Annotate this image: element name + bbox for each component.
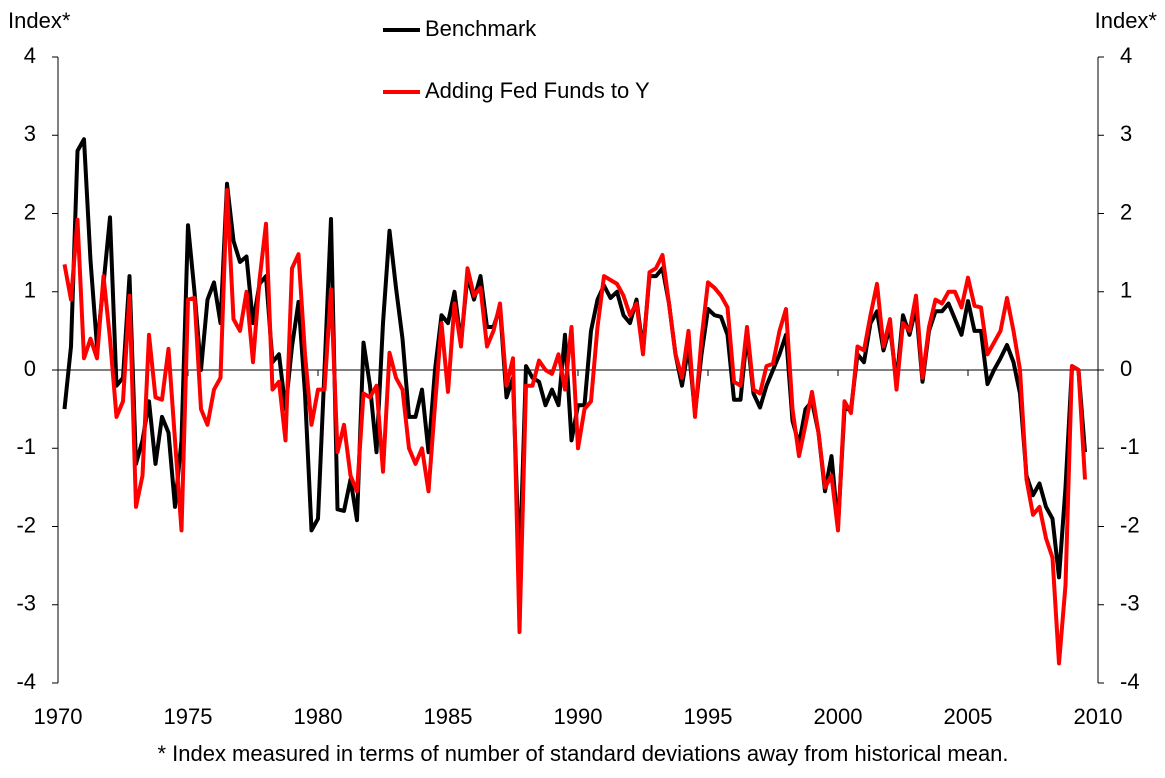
y2-tick-label: -2 (1120, 512, 1140, 537)
y2-tick-label: 3 (1120, 121, 1132, 146)
x-tick-label: 1995 (684, 704, 733, 729)
x-tick-label: 1970 (34, 704, 83, 729)
y2-tick-label: 4 (1120, 43, 1132, 68)
y-tick-label: -1 (16, 434, 36, 459)
x-tick-label: 1990 (554, 704, 603, 729)
y-tick-label: -4 (16, 669, 36, 694)
y2-tick-label: 0 (1120, 356, 1132, 381)
legend-label: Adding Fed Funds to Y (425, 78, 650, 103)
x-tick-label: 2000 (814, 704, 863, 729)
y-tick-label: 2 (24, 199, 36, 224)
y2-tick-label: -4 (1120, 669, 1140, 694)
y2-tick-label: 1 (1120, 278, 1132, 303)
y2-tick-label: -3 (1120, 591, 1140, 616)
x-tick-label: 1980 (294, 704, 343, 729)
y2-axis-label: Index* (1095, 8, 1158, 33)
y-tick-label: 4 (24, 43, 36, 68)
y2-tick-label: -1 (1120, 434, 1140, 459)
y-tick-label: 3 (24, 121, 36, 146)
x-tick-label: 2010 (1074, 704, 1123, 729)
x-tick-label: 1975 (164, 704, 213, 729)
x-tick-label: 2005 (944, 704, 993, 729)
y-tick-label: -3 (16, 591, 36, 616)
y-tick-label: 0 (24, 356, 36, 381)
series-line (62, 188, 1087, 666)
legend-label: Benchmark (425, 16, 537, 41)
x-tick-label: 1985 (424, 704, 473, 729)
y-tick-label: 1 (24, 278, 36, 303)
y2-tick-label: 2 (1120, 199, 1132, 224)
y-tick-label: -2 (16, 512, 36, 537)
annotation: * Index measured in terms of number of s… (157, 741, 1008, 766)
y-axis-label: Index* (8, 8, 71, 33)
